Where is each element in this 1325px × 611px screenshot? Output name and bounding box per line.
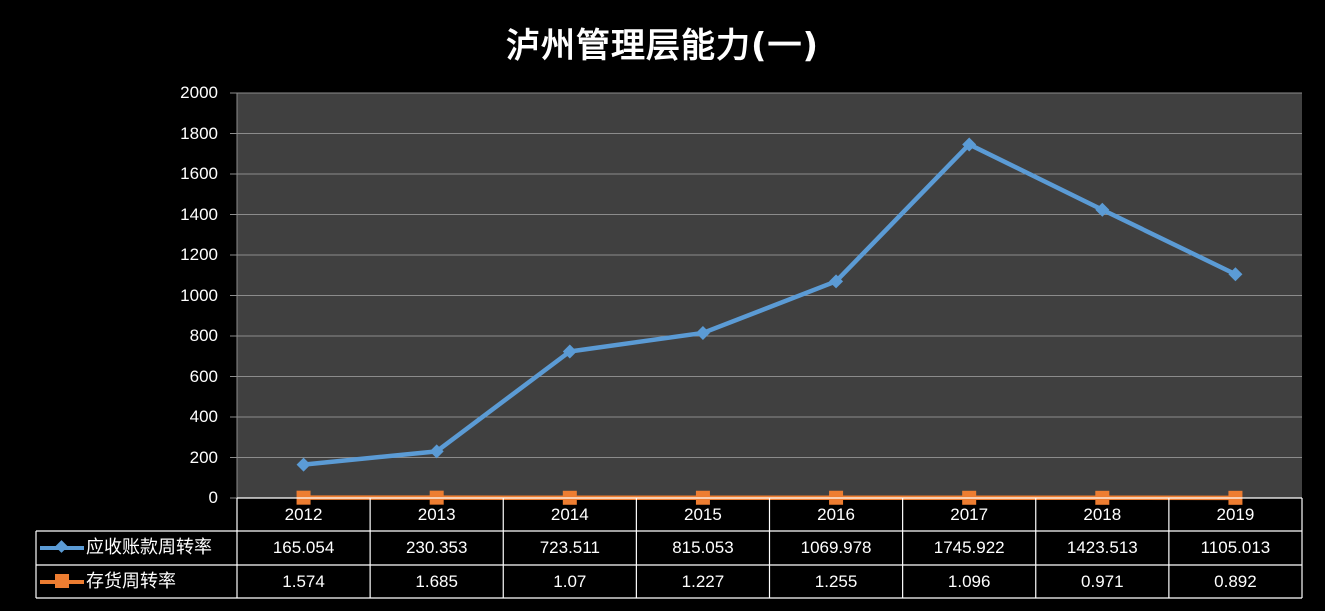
table-cell: 723.511 — [539, 538, 600, 557]
diamond-marker — [1228, 267, 1243, 282]
table-cell: 1.574 — [282, 572, 325, 591]
table-cell: 1.07 — [553, 572, 587, 591]
y-tick-label: 400 — [189, 407, 218, 426]
table-cell: 165.054 — [272, 538, 335, 557]
table-cell: 1.255 — [814, 572, 858, 591]
y-tick-label: 800 — [189, 326, 218, 345]
y-tick-label: 600 — [189, 366, 218, 386]
table-cell: 1069.978 — [800, 538, 872, 557]
y-tick-label: 200 — [189, 447, 218, 467]
table-cell: 0.892 — [1214, 572, 1257, 591]
table-cell: 1.096 — [947, 572, 991, 591]
category-label: 2017 — [950, 505, 989, 524]
chart-title: 泸州管理层能力(一) — [505, 26, 820, 66]
category-label: 2012 — [284, 505, 323, 524]
table-cell: 1423.513 — [1066, 538, 1138, 557]
table-cell: 1.685 — [415, 572, 458, 591]
diamond-marker — [1095, 202, 1110, 217]
y-tick-label: 1000 — [180, 285, 218, 305]
table-cell: 0.971 — [1081, 572, 1124, 591]
table-cell: 1745.922 — [933, 538, 1005, 557]
table-cell: 1.227 — [681, 572, 725, 591]
category-label: 2018 — [1083, 505, 1122, 524]
table-cell: 1105.013 — [1200, 538, 1271, 557]
y-tick-label: 1200 — [180, 245, 218, 264]
y-tick-label: 1400 — [180, 204, 218, 224]
y-axis: 0 200 400 600 800 1000 1200 1400 1600 1800 2000 — [150, 80, 230, 510]
diamond-marker — [296, 457, 311, 472]
diamond-marker — [695, 325, 710, 340]
category-label: 2013 — [417, 505, 456, 524]
legend-label: 存货周转率 — [86, 571, 176, 592]
category-label: 2014 — [550, 505, 589, 524]
legend-diamond-line-icon — [40, 540, 84, 553]
legend-cell: 应收账款周转率 — [36, 531, 237, 564]
category-label: 2015 — [684, 505, 722, 524]
legend-label: 应收账款周转率 — [86, 537, 212, 558]
y-tick-label: 1600 — [180, 164, 218, 183]
series-line-0 — [303, 142, 1237, 467]
y-tick-label: 2000 — [180, 83, 218, 102]
legend-cell: 存货周转率 — [36, 565, 237, 598]
table-cell: 230.353 — [405, 538, 468, 557]
legend-square-line-icon — [40, 574, 84, 588]
y-tick-label: 0 — [208, 488, 218, 507]
diamond-marker — [962, 137, 977, 152]
diamond-marker — [562, 344, 577, 359]
table-cell: 815.053 — [672, 538, 734, 557]
y-tick-label: 1800 — [180, 123, 218, 143]
category-label: 2016 — [817, 505, 855, 524]
diamond-marker — [829, 274, 844, 289]
diamond-marker — [429, 444, 444, 459]
category-label: 2019 — [1216, 505, 1255, 524]
